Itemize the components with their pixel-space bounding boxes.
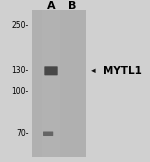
- FancyBboxPatch shape: [43, 132, 53, 136]
- FancyBboxPatch shape: [44, 66, 58, 75]
- Text: 100-: 100-: [12, 87, 29, 96]
- Text: B: B: [68, 1, 76, 11]
- Text: A: A: [47, 1, 55, 11]
- Text: 70-: 70-: [16, 129, 29, 138]
- Bar: [32, 10, 86, 157]
- Text: 250-: 250-: [12, 21, 29, 30]
- Text: 130-: 130-: [12, 66, 29, 75]
- Bar: [42, 10, 60, 157]
- Text: MYTL1: MYTL1: [103, 66, 142, 76]
